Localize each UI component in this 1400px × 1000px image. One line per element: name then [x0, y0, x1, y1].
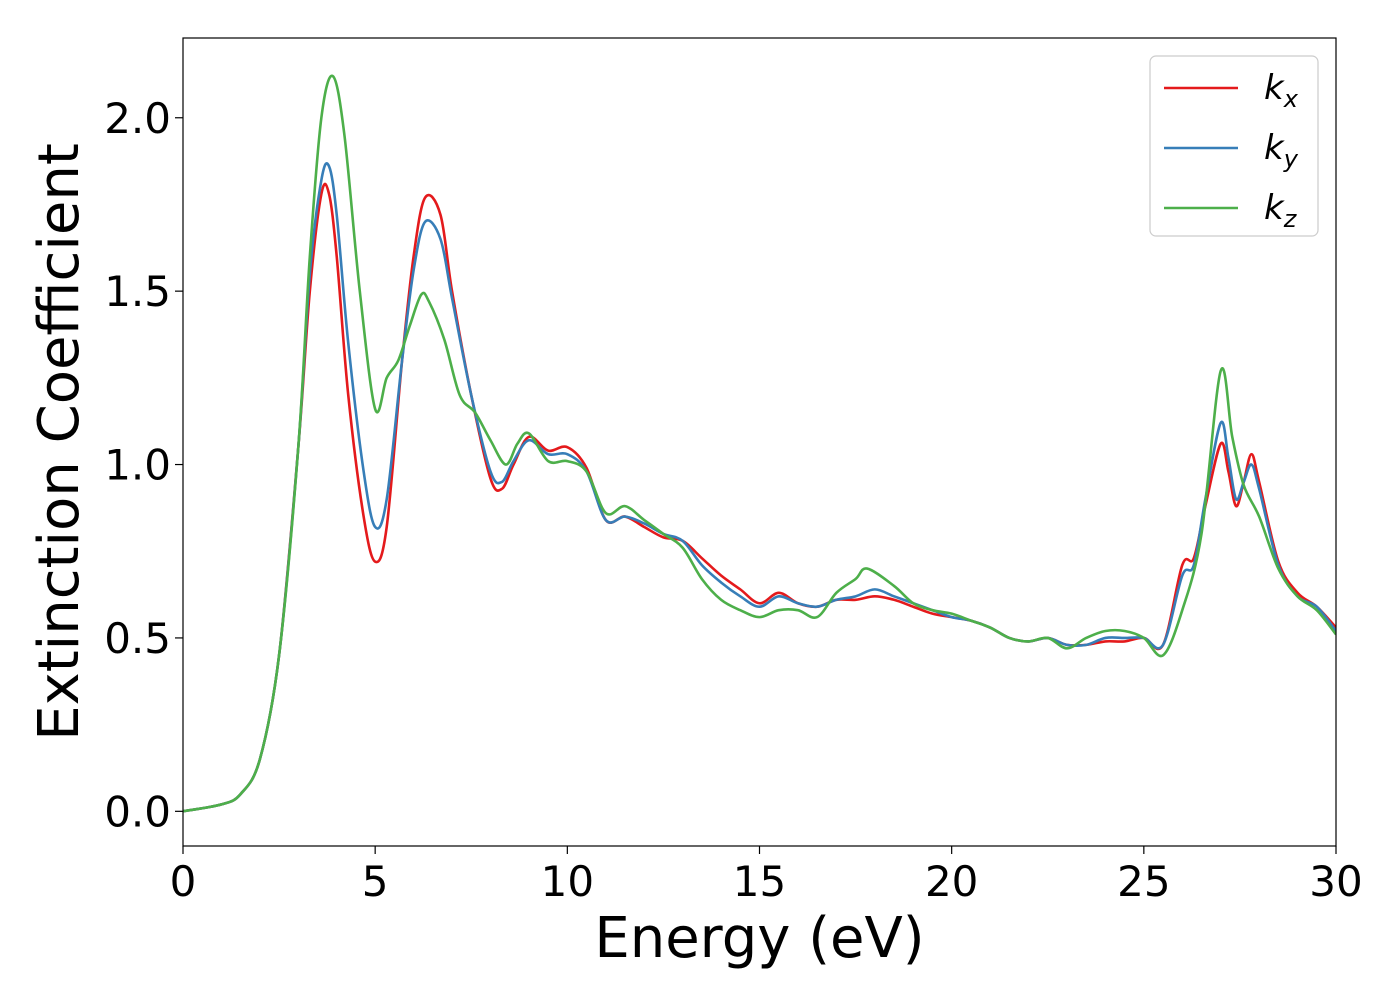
- series-layer: [183, 74, 1336, 813]
- y-axis-label: Extinction Coefficient: [27, 143, 92, 741]
- y-tick-label: 2.0: [104, 94, 171, 143]
- x-tick-label: 0: [170, 857, 197, 906]
- x-tick-label: 30: [1309, 857, 1362, 906]
- x-tick-label: 25: [1117, 857, 1170, 906]
- series-line-kz: [183, 74, 1336, 813]
- series-line-kx: [183, 182, 1336, 813]
- y-axis: 0.0 0.5 1.0 1.5 2.0: [104, 94, 183, 836]
- x-tick-label: 10: [541, 857, 594, 906]
- x-tick-label: 15: [733, 857, 786, 906]
- y-tick-label: 0.5: [104, 614, 171, 663]
- x-tick-label: 5: [362, 857, 389, 906]
- series-line-ky: [183, 162, 1336, 813]
- x-axis-label: Energy (eV): [594, 906, 924, 971]
- legend-label-kx: kx: [1264, 68, 1299, 113]
- legend-label-ky: ky: [1264, 128, 1299, 173]
- x-axis: 0 5 10 15 20 25 30: [170, 846, 1363, 906]
- y-tick-label: 0.0: [104, 787, 171, 836]
- legend-frame: [1149, 55, 1319, 237]
- y-tick-label: 1.5: [104, 267, 171, 316]
- y-tick-label: 1.0: [104, 441, 171, 490]
- x-tick-label: 20: [925, 857, 978, 906]
